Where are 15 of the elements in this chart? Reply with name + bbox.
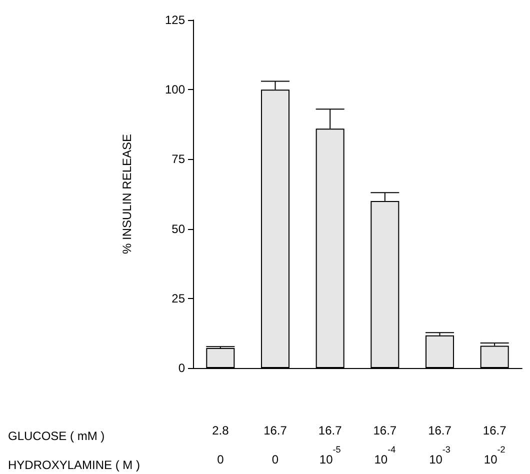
category-label: 16.7 10-4 — [373, 424, 397, 466]
category-label: 16.7 0 — [264, 424, 287, 466]
y-tick-label: 100 — [164, 82, 186, 97]
text: GLUCOSE ( mM ) — [8, 429, 105, 443]
y-tick-label: 125 — [164, 13, 186, 27]
y-tick-label: 25 — [172, 291, 186, 306]
category-label: 2.8 0 — [212, 424, 229, 466]
text: HYDROXYLAMINE ( M ) — [8, 458, 140, 472]
category-label: 16.7 10-2 — [482, 424, 506, 466]
category-label: 16.7 10-3 — [428, 424, 452, 466]
y-tick-label: 75 — [172, 152, 186, 166]
y-axis-title: % INSULIN RELEASE — [120, 134, 134, 254]
category-label: 16.7 10-5 — [318, 424, 342, 466]
y-tick-label: 50 — [172, 222, 186, 236]
y-tick-label: 0 — [178, 361, 186, 375]
